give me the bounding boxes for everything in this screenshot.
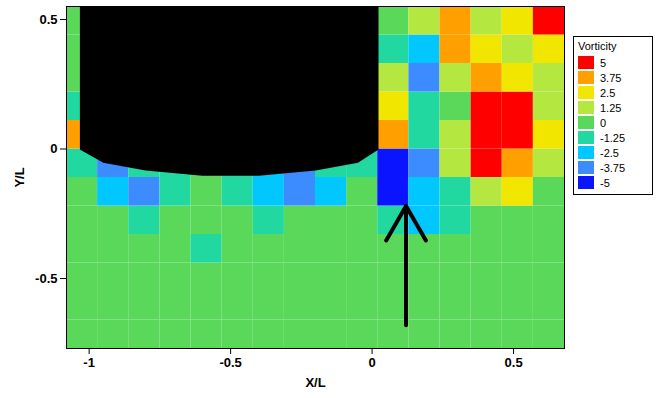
- svg-text:X/L: X/L: [305, 375, 325, 390]
- svg-text:0: 0: [50, 141, 57, 156]
- svg-text:-0.5: -0.5: [219, 355, 241, 370]
- html-text:Vorticity: Vorticity: [578, 40, 617, 52]
- html-text:2.5: 2.5: [600, 86, 616, 99]
- html-text:5: 5: [600, 56, 607, 69]
- svg-text:0: 0: [368, 355, 375, 370]
- svg-text:0.5: 0.5: [505, 355, 523, 370]
- svg-text:Y/L: Y/L: [12, 167, 27, 187]
- html-text:0: 0: [600, 116, 607, 129]
- svg-text:-0.5: -0.5: [35, 271, 57, 286]
- html-text:1.25: 1.25: [600, 101, 622, 114]
- html-text:3.75: 3.75: [600, 71, 622, 84]
- html-text:-1.25: -1.25: [600, 131, 626, 144]
- html-text:-5: -5: [600, 176, 610, 189]
- html-text:-2.5: -2.5: [600, 146, 619, 159]
- svg-text:-1: -1: [83, 355, 95, 370]
- html-text:-3.75: -3.75: [600, 161, 626, 174]
- svg-text:0.5: 0.5: [39, 12, 57, 27]
